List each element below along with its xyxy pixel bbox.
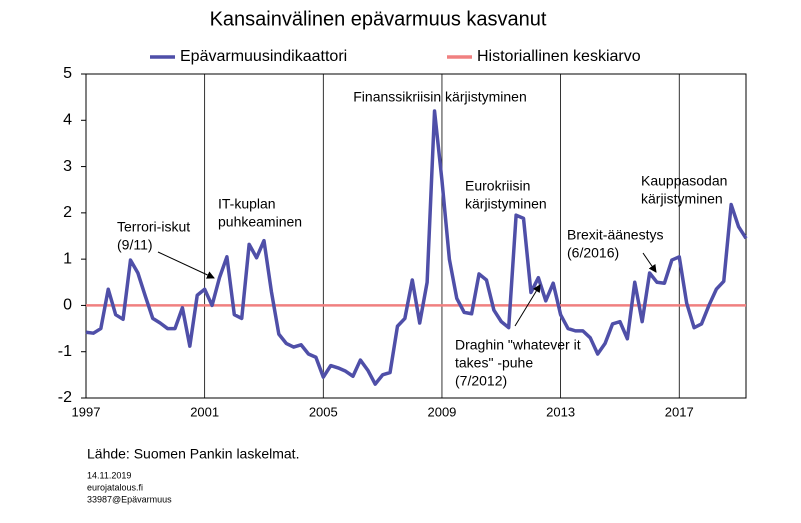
annotation: Draghin "whatever it: [455, 337, 581, 353]
annotation: (6/2016): [567, 245, 619, 261]
y-tick-label: 1: [63, 250, 72, 267]
y-tick-label: 0: [63, 297, 72, 314]
annotation-arrow: [157, 251, 215, 279]
source: Lähde: Suomen Pankin laskelmat.: [87, 446, 299, 462]
y-tick-label: -1: [58, 343, 72, 360]
footer-text: eurojatalous.fi: [87, 482, 143, 492]
annotation: Finanssikriisin kärjistyminen: [353, 89, 527, 105]
x-tick-label: 1997: [72, 404, 101, 419]
y-tick-label: 4: [63, 112, 72, 129]
annotation: kärjistyminen: [465, 196, 547, 212]
annotation-arrow: [642, 252, 657, 273]
legend-label: Historiallinen keskiarvo: [477, 48, 641, 65]
x-tick-label: 2005: [309, 404, 338, 419]
y-tick-label: -2: [58, 389, 72, 406]
y-tick-label: 5: [63, 65, 72, 82]
x-tick-label: 2001: [190, 404, 219, 419]
annotation: Eurokriisin: [465, 178, 530, 194]
annotation: Terrori-iskut: [117, 219, 190, 235]
annotation: IT-kuplan: [218, 196, 276, 212]
x-tick-label: 2013: [546, 404, 575, 419]
annotation: takes" -puhe: [455, 355, 533, 371]
annotation: puhkeaminen: [218, 214, 302, 230]
x-tick-label: 2017: [665, 404, 694, 419]
annotation: (7/2012): [455, 373, 507, 389]
chart-title: Kansainvälinen epävarmuus kasvanut: [210, 8, 547, 30]
footer-text: 33987@Epävarmuus: [87, 494, 172, 504]
annotation-arrow: [514, 284, 541, 327]
series-line: [85, 109, 748, 386]
x-tick-label: 2009: [427, 404, 456, 419]
footer-text: 14.11.2019: [87, 470, 131, 480]
annotation: kärjistyminen: [641, 191, 723, 207]
legend-label: Epävarmuusindikaattori: [180, 48, 347, 65]
y-tick-label: 3: [63, 158, 72, 175]
annotation: (9/11): [117, 237, 153, 253]
annotation: Brexit-äänestys: [567, 227, 663, 243]
annotation: Kauppasodan: [641, 173, 727, 189]
y-tick-label: 2: [63, 204, 72, 221]
